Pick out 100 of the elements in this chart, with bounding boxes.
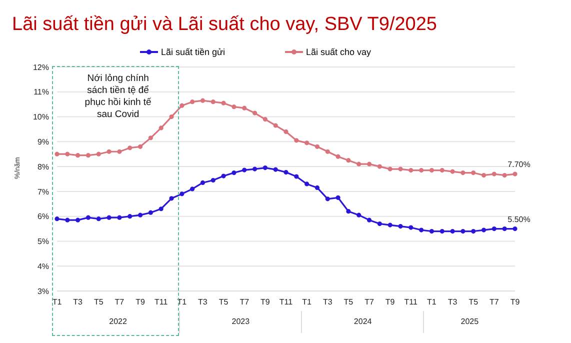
point (346, 209, 351, 214)
point (450, 228, 455, 234)
point (460, 228, 466, 234)
point (128, 214, 132, 219)
point (460, 170, 466, 176)
point (96, 216, 101, 222)
point (169, 114, 174, 120)
point (190, 100, 195, 104)
point (419, 228, 424, 232)
point (408, 168, 414, 173)
x-tick-label: T5 (468, 298, 479, 307)
y-tick-label: 8% (37, 162, 49, 172)
legend-label: Lãi suất cho vay (306, 47, 372, 57)
point (190, 186, 195, 192)
point (388, 222, 392, 228)
point (252, 110, 258, 116)
x-tick-label: T9 (260, 298, 270, 307)
point (377, 222, 382, 226)
point (65, 152, 70, 156)
point (304, 182, 310, 186)
point (388, 166, 392, 172)
x-tick-label: T11 (404, 298, 418, 307)
point (356, 212, 362, 218)
point (512, 172, 518, 176)
point (232, 104, 236, 110)
point (429, 228, 434, 234)
y-tick-label: 5% (37, 237, 49, 246)
point (262, 116, 268, 122)
point (325, 149, 330, 154)
point (252, 166, 258, 172)
point (429, 168, 434, 173)
x-tick-label: T11 (279, 298, 294, 307)
point (377, 164, 382, 169)
x-tick-label: T1 (427, 298, 437, 307)
point (419, 168, 424, 173)
point (336, 154, 340, 159)
x-tick-label: T7 (364, 298, 374, 307)
point (408, 225, 414, 230)
point (336, 195, 340, 200)
point (106, 215, 112, 220)
point (284, 170, 288, 175)
point (158, 206, 164, 212)
x-tick-label: T5 (344, 298, 354, 307)
point (86, 153, 91, 158)
x-tick-label: T1 (52, 298, 62, 307)
point (471, 228, 476, 234)
y-tick-label: 11% (34, 88, 49, 97)
y-tick-label: 4% (37, 262, 49, 271)
point (314, 185, 320, 190)
point (76, 218, 80, 222)
x-tick-label: T11 (154, 298, 168, 307)
point (148, 136, 153, 140)
point (356, 162, 362, 166)
point (502, 226, 507, 232)
point (294, 138, 299, 143)
legend-label: Lãi suất tiền gửi (160, 47, 226, 57)
x-tick-label: T3 (322, 298, 333, 307)
point (304, 140, 310, 146)
point (273, 167, 278, 172)
annotation: Nới lỏng chính sách tiền tệ để phục hồi kinh tế sau Covid (84, 73, 152, 121)
point (398, 224, 403, 229)
x-tick-label: T7 (240, 298, 250, 307)
point (346, 158, 351, 163)
data-label: 5.50% (508, 214, 530, 224)
point (76, 153, 80, 158)
point (200, 180, 206, 186)
point (502, 172, 507, 178)
y-tick-label: 7% (37, 187, 49, 196)
point (54, 152, 60, 156)
text: 2025 (423, 311, 515, 333)
point (471, 170, 476, 176)
point (284, 129, 288, 134)
point (54, 216, 60, 222)
y-tick-label: 10% (32, 112, 49, 122)
point (117, 149, 122, 154)
point (210, 100, 216, 104)
point (262, 166, 268, 170)
x-tick-label: T3 (73, 298, 84, 307)
text: 2023 (179, 311, 302, 333)
chart-title: Lãi suất tiền gửi và Lãi suất cho vay, SBV T9/2025 (11, 13, 438, 37)
x-tick-label: T7 (114, 298, 125, 307)
point (138, 212, 143, 218)
point (96, 152, 101, 156)
x-tick-label: T1 (177, 298, 188, 307)
x-tick-label: T1 (302, 298, 312, 307)
point (440, 228, 444, 234)
point (106, 149, 112, 154)
x-tick-label: T7 (490, 298, 500, 307)
point (200, 98, 206, 103)
point (366, 162, 372, 166)
x-tick-label: T9 (510, 298, 520, 307)
point (398, 166, 403, 172)
point (366, 218, 372, 222)
x-tick-label: T9 (385, 298, 396, 307)
point (221, 100, 226, 106)
point (242, 168, 247, 172)
point (210, 178, 216, 183)
point (158, 126, 164, 130)
x-tick-label: T5 (218, 298, 229, 307)
y-tick-label: 9% (37, 138, 49, 147)
